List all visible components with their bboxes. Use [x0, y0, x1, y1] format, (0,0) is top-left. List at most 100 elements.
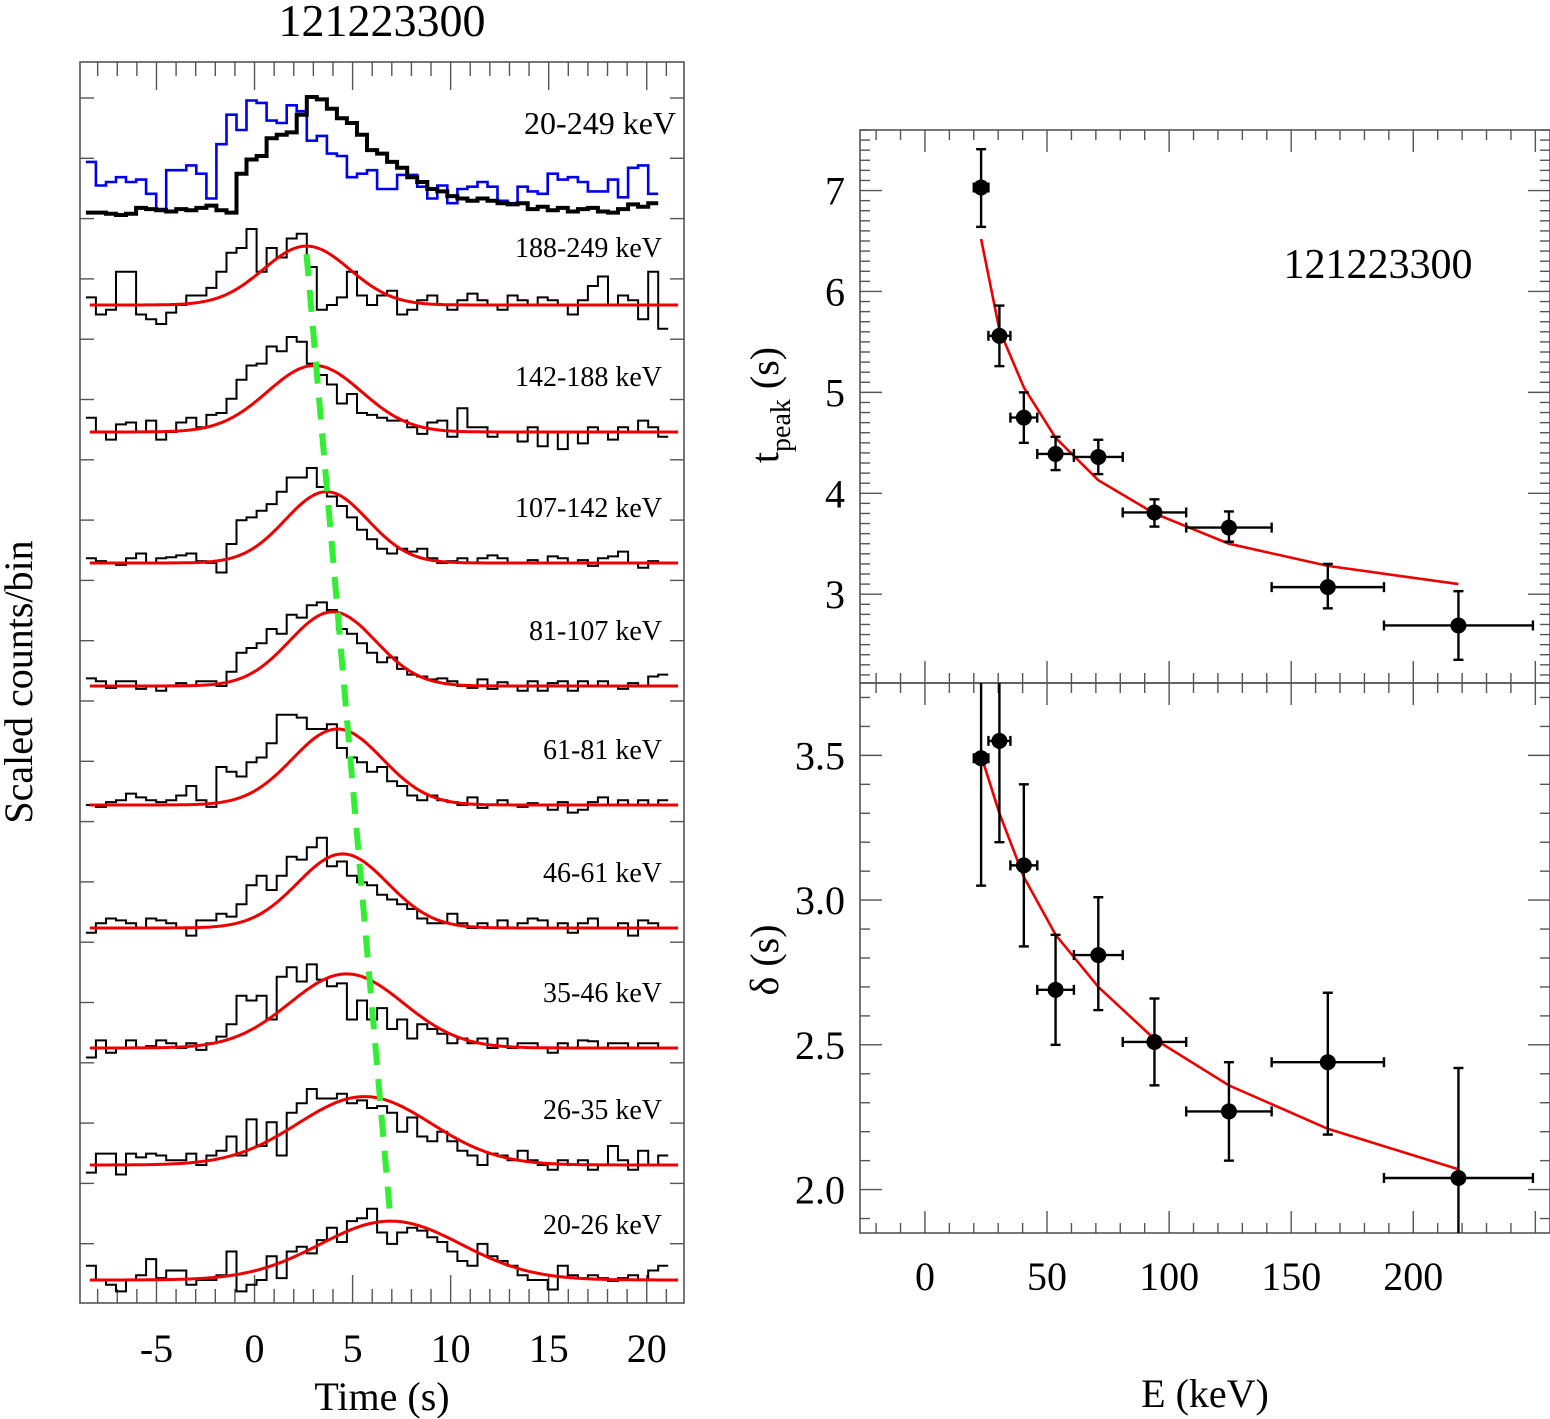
delta-axis-title: δ (s) — [742, 924, 787, 995]
left-panel-title: 121223300 — [279, 0, 486, 46]
tpeak-fit-line — [979, 238, 1459, 586]
tpeak-data-point — [1184, 510, 1273, 543]
tpeak-panel-frame — [859, 129, 1550, 684]
delta-data-points — [972, 683, 1535, 1233]
tpeak-y-tick-label: 4 — [825, 471, 845, 516]
band-gaussian-fit — [89, 852, 679, 930]
delta-data-point — [1072, 896, 1124, 1012]
data-marker — [1090, 947, 1107, 964]
tpeak-axis-title-main: t — [742, 452, 787, 463]
data-marker — [991, 732, 1008, 749]
tpeak-panel: 3 4 5 6 7 121223300 tpeak (s) — [742, 129, 1550, 684]
band-gaussian-fit — [89, 727, 679, 807]
delta-y-tick-label: 2.0 — [795, 1168, 845, 1213]
energy-axis-tick-label: 0 — [915, 1254, 935, 1299]
delta-data-point — [1036, 933, 1076, 1047]
tpeak-y-tick-label: 3 — [825, 572, 845, 617]
band-labels: 20-249 keV 188-249 keV 142-188 keV 107-142 … — [515, 105, 676, 1241]
tpeak-fit-curve — [979, 238, 1459, 586]
band-gaussian-fit — [89, 490, 679, 565]
energy-axis-title: E (keV) — [1141, 1371, 1269, 1416]
energy-axis-tick-label: 50 — [1027, 1254, 1067, 1299]
counts-axis-title: Scaled counts/bin — [0, 540, 41, 823]
tpeak-axis-tick-labels: 3 4 5 6 7 — [825, 169, 845, 618]
data-marker — [973, 179, 990, 196]
tpeak-axis-title-unit: (s) — [742, 347, 787, 399]
energy-axis-tick-label: 100 — [1139, 1254, 1199, 1299]
tpeak-panel-ticks — [860, 129, 1550, 683]
peak-trend-dashed-line — [303, 253, 394, 1222]
band-gaussian-fit — [89, 244, 679, 307]
delta-y-tick-label: 3.5 — [795, 733, 845, 778]
left-panel-frame — [79, 61, 685, 1304]
data-marker — [1047, 445, 1064, 462]
tpeak-data-point — [1036, 435, 1076, 472]
data-marker — [1319, 1054, 1336, 1071]
band-gaussian-fit — [89, 972, 679, 1050]
tpeak-data-point — [1072, 438, 1124, 476]
delta-data-point — [1382, 1066, 1535, 1233]
data-marker — [973, 750, 990, 767]
data-marker — [1090, 448, 1107, 465]
delta-data-point — [1270, 991, 1386, 1136]
tpeak-data-point — [972, 147, 990, 229]
delta-y-tick-label: 3.0 — [795, 878, 845, 923]
delta-data-point — [987, 683, 1012, 844]
band-gaussian-fit — [89, 610, 679, 688]
band-gaussian-fit — [89, 364, 679, 434]
delta-panel-ticks — [860, 683, 1550, 1233]
delta-data-point — [1184, 1061, 1273, 1162]
data-marker — [1450, 617, 1467, 634]
delta-fit-line — [979, 755, 1459, 1171]
band-label: 26-35 keV — [543, 1095, 662, 1126]
data-marker — [1015, 409, 1032, 426]
total-band-light-curve — [85, 99, 659, 211]
delta-fit-curve — [979, 755, 1459, 1171]
data-marker — [1047, 981, 1064, 998]
tpeak-data-point — [1382, 589, 1535, 661]
gaussian-fit-curves — [89, 244, 679, 1282]
delta-y-tick-label: 2.5 — [795, 1023, 845, 1068]
total-band-light-curve — [85, 95, 659, 217]
energy-axis-tick-label: 200 — [1383, 1254, 1443, 1299]
energy-axis-tick-label: 150 — [1261, 1254, 1321, 1299]
band-label: 188-249 keV — [515, 233, 662, 264]
band-label-total: 20-249 keV — [524, 105, 676, 141]
light-curves-panel: 121223300 20-249 keV 188-249 keV 142-188 k… — [0, 0, 685, 1419]
band-label: 107-142 keV — [515, 493, 662, 524]
tpeak-axis-title-sub: peak — [766, 399, 797, 452]
tpeak-data-point — [1121, 498, 1188, 528]
delta-data-point — [1009, 783, 1039, 948]
band-label: 46-61 keV — [543, 858, 662, 889]
time-axis-tick-label: 5 — [343, 1326, 363, 1371]
band-label: 142-188 keV — [515, 362, 662, 393]
delta-data-point — [972, 683, 990, 887]
data-marker — [1146, 504, 1163, 521]
data-marker — [1450, 1170, 1467, 1186]
time-axis-tick-label: 10 — [431, 1326, 471, 1371]
data-marker — [1015, 857, 1032, 874]
tpeak-y-tick-label: 6 — [825, 269, 845, 314]
band-label: 61-81 keV — [543, 735, 662, 766]
time-axis-tick-label: 0 — [245, 1326, 265, 1371]
band-label: 20-26 keV — [543, 1210, 662, 1241]
band-light-curve — [85, 713, 669, 814]
delta-data-point — [1121, 997, 1188, 1087]
data-marker — [991, 327, 1008, 344]
time-axis-tick-label: 15 — [529, 1326, 569, 1371]
tpeak-axis-title: tpeak (s) — [742, 347, 797, 463]
tpeak-data-point — [1009, 391, 1039, 445]
band-gaussian-fit — [89, 1219, 679, 1282]
delta-panel-frame — [859, 682, 1550, 1234]
time-axis-tick-label: -5 — [140, 1326, 173, 1371]
tpeak-y-tick-label: 5 — [825, 370, 845, 415]
time-axis-tick-labels: -5 0 5 10 15 20 — [140, 1326, 667, 1371]
band-label: 35-46 keV — [543, 978, 662, 1009]
data-marker — [1220, 519, 1237, 536]
delta-panel: 2.0 2.5 3.0 3.5 0 50 100 150 200 δ (s) E (keV) — [742, 682, 1550, 1416]
tpeak-annotation: 121223300 — [1284, 242, 1473, 288]
delta-axis-tick-labels: 2.0 2.5 3.0 3.5 — [795, 733, 845, 1212]
tpeak-data-point — [987, 304, 1012, 368]
data-marker — [1146, 1033, 1163, 1050]
